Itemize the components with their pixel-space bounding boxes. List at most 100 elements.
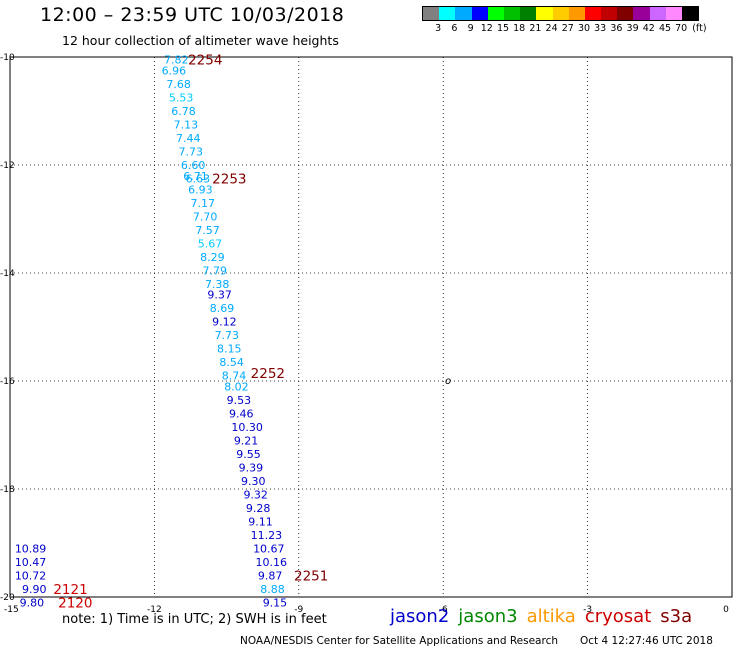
swh-value: 6.60 bbox=[181, 159, 206, 172]
swh-value: 11.23 bbox=[251, 529, 283, 542]
y-tick-label: -18 bbox=[0, 485, 15, 495]
swh-value: 9.80 bbox=[20, 596, 45, 609]
swh-value: 8.74 bbox=[222, 370, 247, 383]
swh-value: 8.02 bbox=[224, 380, 249, 393]
x-corner-label: -15 bbox=[4, 605, 19, 615]
track-time-label: 2121 bbox=[53, 582, 87, 598]
generated-timestamp: Oct 4 12:27:46 UTC 2018 bbox=[580, 635, 713, 647]
swh-value: 9.53 bbox=[227, 394, 252, 407]
y-tick-label: -20 bbox=[0, 593, 15, 603]
island-marker: o bbox=[445, 376, 451, 387]
swh-value: 7.73 bbox=[178, 146, 203, 159]
swh-value: 7.44 bbox=[176, 132, 201, 145]
credit-text: NOAA/NESDIS Center for Satellite Applica… bbox=[240, 635, 558, 647]
legend-swatch bbox=[552, 7, 569, 20]
swh-value: 6.93 bbox=[188, 183, 213, 196]
swh-value: 10.16 bbox=[255, 556, 286, 569]
legend-label: 24 bbox=[545, 23, 558, 34]
legend-label: 70 bbox=[675, 23, 688, 34]
x-tick-label: -12 bbox=[147, 605, 162, 615]
credit-line: NOAA/NESDIS Center for Satellite Applica… bbox=[240, 635, 713, 647]
x-tick-label: -6 bbox=[439, 605, 448, 615]
swh-value: 7.38 bbox=[205, 278, 230, 291]
swh-value: 8.29 bbox=[200, 251, 225, 264]
legend-label: 9 bbox=[467, 23, 474, 34]
satellite-name: jason3 bbox=[458, 606, 518, 627]
swh-value: 9.39 bbox=[239, 461, 264, 474]
swh-value: 6.71 bbox=[183, 170, 208, 183]
satellite-name: s3a bbox=[660, 606, 693, 627]
swh-value: 8.88 bbox=[260, 583, 285, 596]
footer-note: note: 1) Time is in UTC; 2) SWH is in fe… bbox=[62, 612, 327, 627]
legend-swatch bbox=[536, 7, 553, 20]
y-tick-label: -14 bbox=[0, 269, 15, 279]
legend-swatch bbox=[487, 7, 504, 20]
legend-swatch bbox=[503, 7, 521, 20]
legend-swatch bbox=[439, 7, 456, 20]
color-legend: 3 6 9 12 15 18 21 24 27 30 33 36 39 42 45 70 (ft) bbox=[422, 6, 707, 37]
track-time-label: 2254 bbox=[188, 53, 222, 69]
legend-label: (ft) bbox=[692, 23, 707, 34]
map-title: 12:00 – 23:59 UTC 10/03/2018 bbox=[40, 4, 345, 26]
y-tick-label: -16 bbox=[0, 377, 15, 387]
legend-swatch bbox=[649, 7, 666, 20]
swh-value: 7.68 bbox=[166, 78, 191, 91]
legend-label: 12 bbox=[480, 23, 493, 34]
swh-value: 8.15 bbox=[217, 343, 242, 356]
swh-value: 9.37 bbox=[207, 289, 232, 302]
legend-swatch bbox=[520, 7, 537, 20]
swh-value: 9.15 bbox=[263, 596, 288, 609]
x-tick-label: -3 bbox=[583, 605, 592, 615]
legend-label: 6 bbox=[451, 23, 458, 34]
swh-value: 8.54 bbox=[219, 356, 244, 369]
swh-value: 7.57 bbox=[195, 224, 220, 237]
legend-swatch bbox=[617, 7, 634, 20]
legend-label: 42 bbox=[642, 23, 655, 34]
legend-label: 27 bbox=[561, 23, 574, 34]
swh-value: 6.63 bbox=[186, 173, 211, 186]
swh-value: 9.87 bbox=[258, 569, 283, 582]
legend-swatch bbox=[682, 7, 699, 20]
swh-value: 10.89 bbox=[15, 542, 46, 555]
swh-value: 6.96 bbox=[162, 65, 187, 78]
swh-value: 7.13 bbox=[174, 119, 199, 132]
swh-value: 9.55 bbox=[236, 448, 261, 461]
x-tick-label: 0 bbox=[723, 605, 729, 615]
legend-swatch bbox=[584, 7, 602, 20]
satellite-name: altika bbox=[526, 606, 576, 627]
swh-value: 10.47 bbox=[15, 556, 46, 569]
swh-value: 8.69 bbox=[210, 302, 235, 315]
swh-value: 9.28 bbox=[246, 502, 271, 515]
swh-value: 9.30 bbox=[241, 475, 265, 488]
swh-value: 7.73 bbox=[215, 329, 240, 342]
legend-label: 39 bbox=[626, 23, 639, 34]
legend-label: 15 bbox=[496, 23, 510, 34]
track-time-label: 2253 bbox=[212, 172, 246, 188]
legend-swatches bbox=[422, 6, 700, 21]
swh-value: 10.30 bbox=[231, 421, 263, 434]
swh-value: 9.90 bbox=[22, 583, 47, 596]
track-time-label: 2252 bbox=[251, 366, 285, 382]
swh-value: 9.12 bbox=[212, 316, 237, 329]
satellite-name: cryosat bbox=[584, 606, 652, 627]
swh-value: 9.46 bbox=[229, 407, 254, 420]
legend-swatch bbox=[633, 7, 650, 20]
legend-label: 18 bbox=[513, 23, 526, 34]
swh-value: 10.72 bbox=[15, 569, 46, 582]
legend-swatch bbox=[423, 7, 440, 20]
plot-frame bbox=[9, 56, 733, 598]
legend-labels: 3 6 9 12 15 18 21 24 27 30 33 36 39 42 45 70 (ft) bbox=[422, 23, 706, 37]
legend-label: 36 bbox=[610, 23, 623, 34]
legend-label: 30 bbox=[577, 23, 591, 34]
swh-value: 5.67 bbox=[198, 237, 223, 250]
x-tick-label: -9 bbox=[294, 605, 303, 615]
swh-value: 9.11 bbox=[248, 515, 273, 528]
legend-swatch bbox=[665, 7, 682, 20]
swh-value: 10.67 bbox=[253, 542, 285, 555]
y-tick-label: -10 bbox=[0, 53, 15, 63]
track-time-label: 2120 bbox=[58, 595, 92, 611]
legend-label: 45 bbox=[658, 23, 672, 34]
map-subtitle: 12 hour collection of altimeter wave hei… bbox=[62, 33, 339, 48]
y-tick-label: -12 bbox=[0, 161, 15, 171]
swh-value: 5.53 bbox=[169, 92, 194, 105]
